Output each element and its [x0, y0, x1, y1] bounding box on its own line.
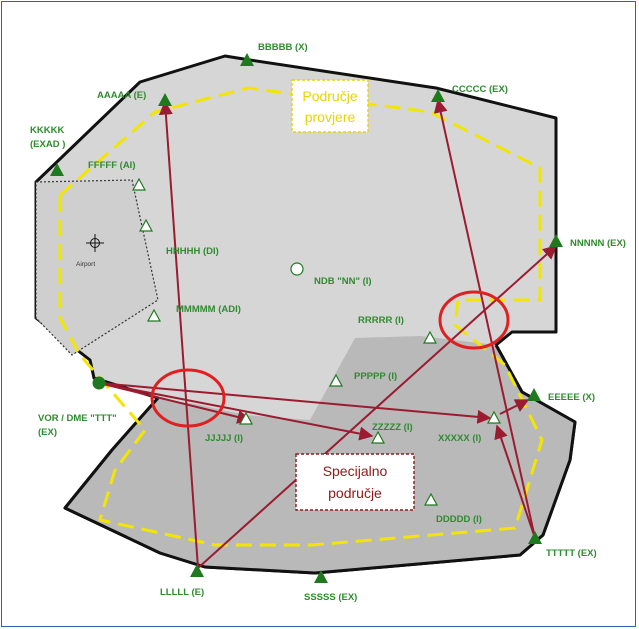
label-kkkkk-line2: (EXAD ): [30, 139, 65, 150]
label-hhhhh: HHHHH (DI): [166, 246, 219, 257]
label-ddddd: DDDDD (I): [436, 514, 482, 525]
crossing-circle-left: [150, 368, 226, 428]
special-area-outline: [63, 344, 577, 575]
airport-label: Airport: [76, 261, 95, 268]
point-fffff-icon: [131, 177, 147, 191]
label-jjjjj: JJJJJ (I): [205, 433, 243, 444]
airport-zone: [35, 179, 159, 356]
route-lllll-aaaaa: [158, 100, 199, 569]
point-lllll-icon: [190, 564, 204, 577]
point-mmmmm-icon: [146, 308, 162, 322]
label-nnnnn: NNNNN (EX): [570, 238, 626, 249]
point-ccccc-icon: [431, 89, 445, 102]
point-sssss-icon: [314, 570, 328, 583]
special-area-label-line1: Specijalno: [323, 463, 388, 479]
special-area-label-line2: područje: [328, 485, 382, 501]
label-mmmmm: MMMMM (ADI): [176, 304, 241, 315]
ndb-icon: [290, 262, 304, 276]
label-lllll: LLLLL (E): [160, 587, 204, 598]
special-area-label: Specijalno područje: [295, 453, 415, 511]
label-vor-line1: VOR / DME "TTT": [38, 413, 117, 424]
label-zzzzz: ZZZZZ (I): [372, 422, 413, 433]
check-area-label-line2: provjere: [305, 109, 356, 125]
point-xxxxx-icon: [486, 410, 502, 424]
label-ccccc: CCCCC (EX): [452, 84, 508, 95]
route-ttttt-ccccc: [433, 98, 536, 539]
point-bbbbb-icon: [240, 53, 254, 66]
point-kkkkk-icon: [50, 163, 64, 176]
label-ttttt: TTTTT (EX): [546, 548, 597, 559]
crossing-circle-right: [438, 290, 510, 350]
point-eeeee-icon: [527, 388, 541, 401]
check-area-label-line1: Područje: [302, 88, 357, 104]
route-vor-xxxxx: [98, 382, 492, 424]
label-aaaaa: AAAAA (E): [97, 90, 146, 101]
label-ppppp: PPPPP (I): [354, 371, 397, 382]
point-rrrrr-icon: [422, 330, 438, 344]
airport-icon: [86, 234, 104, 252]
label-xxxxx: XXXXX (I): [438, 433, 481, 444]
check-boundary-dashed: [58, 86, 544, 547]
label-kkkkk-line1: KKKKK: [30, 125, 64, 136]
point-aaaaa-icon: [158, 93, 172, 106]
route-vor-zzzzz: [98, 382, 374, 441]
label-rrrrr: RRRRR (I): [358, 315, 404, 326]
label-sssss: SSSSS (EX): [304, 592, 357, 603]
route-xxxxx-eeeee: [499, 399, 530, 415]
label-eeeee: EEEEE (X): [548, 392, 595, 403]
label-fffff: FFFFF (AI): [88, 160, 135, 171]
point-ttttt-icon: [528, 531, 542, 544]
point-jjjjj-icon: [238, 411, 254, 425]
point-hhhhh-icon: [138, 218, 154, 232]
label-vor-line2: (EX): [38, 427, 57, 438]
point-ppppp-icon: [328, 373, 344, 387]
vor-dme-icon: [92, 376, 106, 390]
route-ttttt-xxxxx: [494, 424, 536, 539]
label-bbbbb: BBBBB (X): [258, 42, 308, 53]
point-ddddd-icon: [423, 492, 439, 506]
point-zzzzz-icon: [370, 430, 386, 444]
route-vor-jjjjj: [98, 382, 252, 424]
check-area-label: Područje provjere: [291, 79, 369, 133]
point-nnnnn-icon: [549, 234, 563, 247]
label-ndb: NDB "NN" (I): [314, 276, 372, 287]
